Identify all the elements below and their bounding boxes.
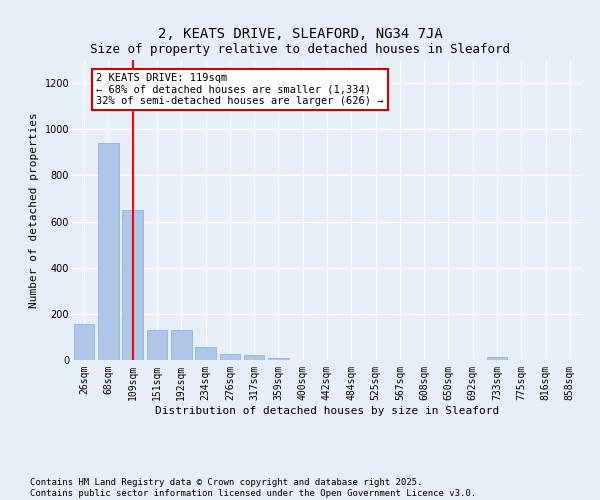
Bar: [487, 357, 508, 360]
Bar: [268, 358, 289, 360]
Bar: [171, 330, 191, 360]
Text: 2 KEATS DRIVE: 119sqm
← 68% of detached houses are smaller (1,334)
32% of semi-d: 2 KEATS DRIVE: 119sqm ← 68% of detached …: [96, 72, 384, 106]
Bar: [122, 210, 143, 360]
Y-axis label: Number of detached properties: Number of detached properties: [29, 112, 39, 308]
Text: Size of property relative to detached houses in Sleaford: Size of property relative to detached ho…: [90, 42, 510, 56]
Bar: [195, 348, 216, 360]
Bar: [74, 324, 94, 360]
Bar: [98, 143, 119, 360]
Text: Contains HM Land Registry data © Crown copyright and database right 2025.
Contai: Contains HM Land Registry data © Crown c…: [30, 478, 476, 498]
Bar: [146, 330, 167, 360]
X-axis label: Distribution of detached houses by size in Sleaford: Distribution of detached houses by size …: [155, 406, 499, 415]
Bar: [244, 356, 265, 360]
Text: 2, KEATS DRIVE, SLEAFORD, NG34 7JA: 2, KEATS DRIVE, SLEAFORD, NG34 7JA: [158, 28, 442, 42]
Bar: [220, 354, 240, 360]
